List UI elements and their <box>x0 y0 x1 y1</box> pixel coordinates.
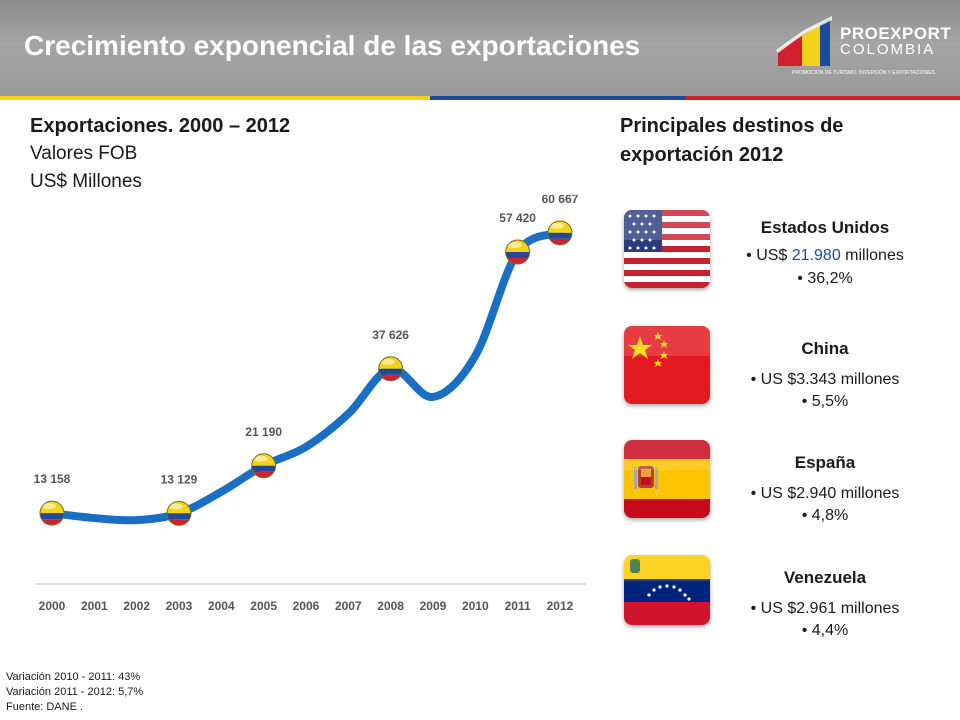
note-source: Fuente: DANE . <box>6 701 84 713</box>
value-suffix: millones <box>840 247 904 264</box>
country-name: Venezuela <box>783 568 867 587</box>
country-china: China • US $3.343 millones • 5,5% <box>620 326 940 426</box>
country-share: • 4,8% <box>801 507 849 524</box>
logo-tagline: PROMOCIÓN DE TURISMO, INVERSIÓN Y EXPORT… <box>792 70 937 76</box>
value-prefix: US$ <box>756 247 792 264</box>
chart-title: Exportaciones. 2000 – 2012 <box>30 115 291 137</box>
colombia-flag-marker-icon <box>505 239 531 265</box>
data-label: 13 129 <box>161 472 198 486</box>
x-tick-label: 2010 <box>462 599 489 613</box>
country-venezuela: Venezuela • US $2.961 millones • 4,4% <box>620 555 940 655</box>
country-value: • US $2.961 millones <box>750 600 900 617</box>
x-tick-label: 2004 <box>208 599 235 613</box>
note-variation-2010-2011: Variación 2010 - 2011: 43% <box>6 671 141 683</box>
logo-text-main: PROEXPORT <box>840 24 952 43</box>
country-name: China <box>801 339 849 358</box>
colombia-flag-marker-icon <box>39 500 65 526</box>
data-label: 37 626 <box>372 328 409 342</box>
chart-subtitle-units: US$ Millones <box>30 171 142 192</box>
country-name: España <box>794 453 856 472</box>
header-bar: Crecimiento exponencial de las exportaci… <box>0 0 960 96</box>
value-amount: 21.980 <box>791 247 841 264</box>
colombia-flag-marker-icon <box>166 500 192 526</box>
country-value: • US $3.343 millones <box>750 371 900 388</box>
stripe-yellow <box>0 96 430 100</box>
country-share: • 4,4% <box>801 622 849 639</box>
series-line-exports <box>48 228 564 525</box>
x-tick-label: 2003 <box>166 599 193 613</box>
data-label: 13 158 <box>34 472 71 486</box>
china-flag-icon <box>624 326 710 404</box>
country-value: • US$ 21.980 millones <box>715 247 935 265</box>
data-label: 21 190 <box>245 425 282 439</box>
data-label: 57 420 <box>499 211 536 225</box>
x-tick-label: 2007 <box>335 599 362 613</box>
colombia-flag-marker-icon <box>251 453 277 479</box>
country-usa: Estados Unidos • US$ 21.980 millones • 3… <box>620 210 940 310</box>
x-tick-label: 2006 <box>293 599 320 613</box>
stripe-blue <box>430 96 686 100</box>
country-share: • 36,2% <box>797 270 853 287</box>
footnotes: Variación 2010 - 2011: 43% Variación 201… <box>6 670 143 715</box>
x-tick-label: 2008 <box>377 599 404 613</box>
country-spain: España • US $2.940 millones • 4,8% <box>620 440 940 540</box>
data-label: 60 667 <box>542 195 579 206</box>
country-name: Estados Unidos <box>760 218 890 237</box>
exports-line-chart: 2000 2001 2002 2003 2004 2005 2006 2007 2008 2009… <box>34 195 586 613</box>
proexport-logo: PROEXPORT COLOMBIA PROMOCIÓN DE TURISMO,… <box>774 14 951 84</box>
note-variation-2011-2012: Variación 2011 - 2012: 5,7% <box>6 686 144 698</box>
x-tick-label: 2002 <box>123 599 150 613</box>
page-title: Crecimiento exponencial de las exportaci… <box>24 30 641 61</box>
stripe-red <box>686 96 960 100</box>
logo-text-sub: COLOMBIA <box>840 41 936 58</box>
venezuela-flag-icon <box>624 555 710 625</box>
x-tick-label: 2011 <box>505 599 531 613</box>
x-tick-label: 2009 <box>420 599 447 613</box>
x-tick-label: 2005 <box>250 599 277 613</box>
x-tick-label: 2001 <box>81 599 108 613</box>
destinations-heading: Principales destinos de exportación 2012 <box>620 115 844 166</box>
value-bullet: • <box>746 247 752 264</box>
usa-flag-icon <box>624 210 710 288</box>
chart-subtitle-fob: Valores FOB <box>30 143 138 164</box>
country-share: • 5,5% <box>801 393 849 410</box>
x-tick-label: 2012 <box>547 599 574 613</box>
colombia-flag-marker-icon <box>378 356 404 382</box>
colombia-flag-marker-icon <box>547 220 573 246</box>
x-tick-label: 2000 <box>39 599 66 613</box>
logo-house-icon <box>776 16 832 66</box>
spain-flag-icon <box>624 440 710 518</box>
country-value: • US $2.940 millones <box>750 485 900 502</box>
